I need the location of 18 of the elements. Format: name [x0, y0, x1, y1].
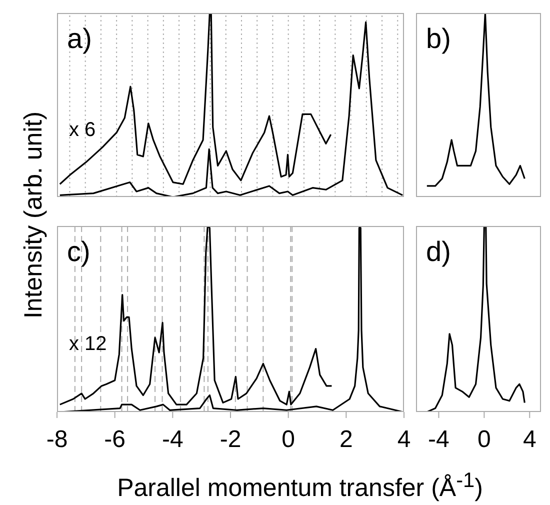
x-tick-label: -4	[162, 426, 184, 454]
x-tick-label: 0	[282, 426, 296, 454]
annotation: d)	[426, 236, 451, 267]
y-axis-title: Intensity (arb. unit)	[20, 111, 48, 319]
annotation: b)	[426, 23, 451, 54]
x-tick-label: 2	[339, 426, 353, 454]
x-tick-label: -4	[428, 426, 450, 454]
x-tick-label: -6	[104, 426, 126, 454]
x-axis-title: Parallel momentum transfer (Å$^{-1}$)	[117, 468, 483, 504]
annotation: x 12	[69, 332, 107, 355]
x-tick-label: -2	[220, 426, 242, 454]
x-tick-label: 4	[522, 426, 536, 454]
annotation: x 6	[69, 118, 96, 141]
x-tick-label: -8	[46, 426, 68, 454]
x-tick-label: 0	[478, 426, 491, 454]
annotation: c)	[67, 236, 90, 267]
annotation: a)	[67, 23, 92, 54]
x-tick-label: 4	[397, 426, 411, 454]
